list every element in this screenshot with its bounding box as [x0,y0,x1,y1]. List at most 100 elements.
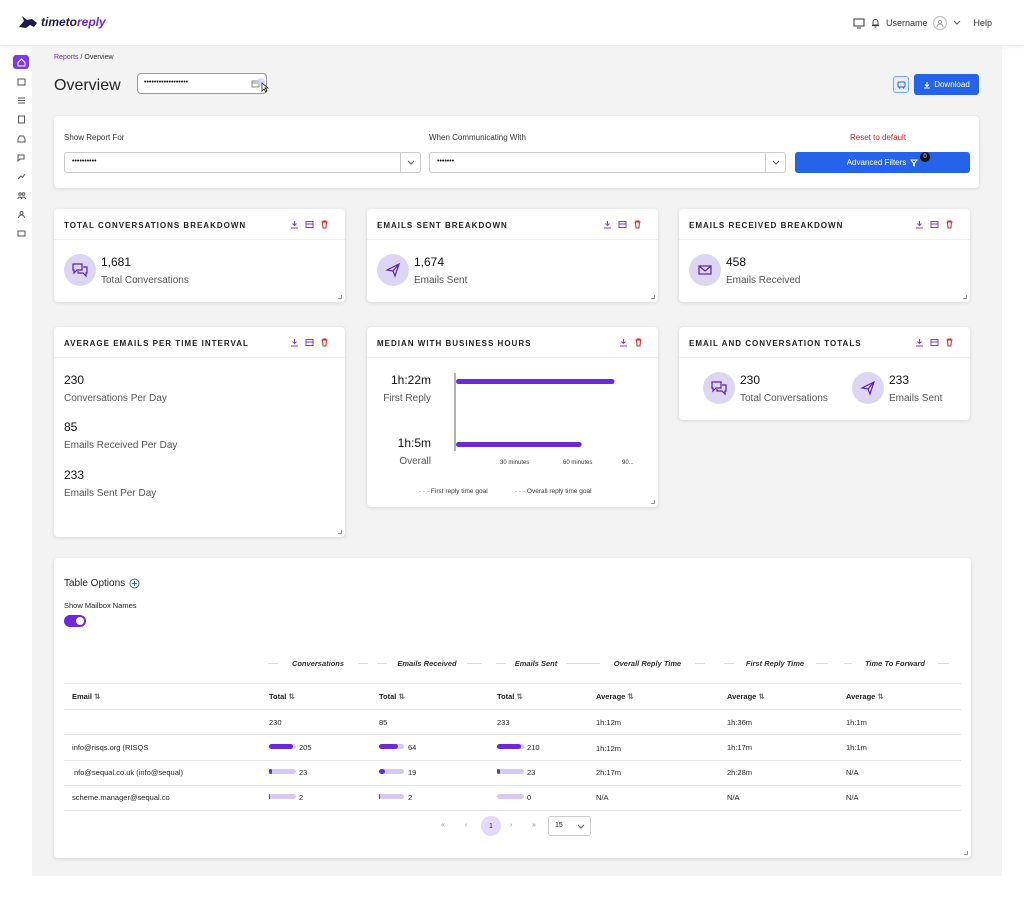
column-header-sent-total[interactable]: Total ⇅ [497,692,523,701]
emails-received-card: EMAILS RECEIVED BREAKDOWN 458 Emails Rec… [679,209,970,302]
conversation-icon-circle [703,372,735,404]
trash-icon[interactable] [633,220,642,229]
export-icon[interactable] [619,338,628,347]
sort-icon[interactable]: ⇅ [877,692,884,701]
card-toolbar [290,338,329,347]
download-button[interactable]: Download [914,74,979,95]
export-icon[interactable] [915,220,924,229]
sidebar-item-users[interactable] [13,207,29,221]
column-header-conversations-total[interactable]: Total ⇅ [269,692,295,701]
sort-icon[interactable]: ⇅ [398,692,405,701]
pager-prev[interactable]: ‹ [465,822,468,829]
pager-current-page[interactable]: 1 [481,816,501,836]
bell-icon[interactable] [871,18,880,28]
sort-icon[interactable]: ⇅ [288,692,295,701]
sidebar-item-teams[interactable] [13,188,29,202]
username[interactable]: Username [885,18,928,28]
sort-icon[interactable]: ⇅ [94,692,101,701]
export-icon[interactable] [603,220,612,229]
row-conversations: 23 [299,768,308,777]
trash-icon[interactable] [945,338,954,347]
date-range-input[interactable]: •••••••••••••••••• [137,73,267,94]
monitor-icon[interactable] [853,18,865,29]
trash-icon[interactable] [320,220,329,229]
column-header-first-average[interactable]: Average ⇅ [727,692,765,701]
row-time-to-forward: N/A [846,768,859,777]
card-title: EMAIL AND CONVERSATION TOTALS [689,339,862,348]
trash-icon[interactable] [945,220,954,229]
column-header-received-total[interactable]: Total ⇅ [379,692,405,701]
column-header-email[interactable]: Email ⇅ [72,692,101,701]
bar-overall [456,442,582,447]
resize-handle[interactable] [338,295,342,299]
progress-fill [379,794,380,799]
sort-icon[interactable]: ⇅ [758,692,765,701]
sort-icon[interactable]: ⇅ [627,692,634,701]
chevron-down-icon[interactable] [953,20,961,26]
row-divider [64,734,961,735]
trash-icon[interactable] [634,338,643,347]
show-mailbox-names-toggle[interactable] [64,615,86,627]
legend-overall-reply-goal: - - - Overall reply time goal [515,488,592,495]
help-link[interactable]: Help [973,18,992,28]
resize-handle[interactable] [964,851,968,855]
resize-handle[interactable] [338,530,342,534]
export-icon[interactable] [290,338,299,347]
sent-icon-circle [377,254,409,286]
totals-received: 85 [379,718,388,727]
progress-fill [269,769,272,774]
sidebar-item-settings[interactable] [13,226,29,240]
total-conversations-value: 1,681 [101,255,132,269]
chevron-down-icon[interactable] [577,824,585,830]
pager-last[interactable]: » [532,822,536,829]
column-header-forward-average[interactable]: Average ⇅ [846,692,884,701]
breadcrumb-reports-link[interactable]: Reports [54,54,79,61]
team-icon [17,191,26,199]
chevron-down-icon[interactable] [400,153,420,172]
resize-handle[interactable] [651,295,655,299]
group-overall-reply-time: Overall Reply Time [600,659,695,668]
trash-icon[interactable] [320,338,329,347]
sidebar-item-calendar[interactable] [13,74,29,88]
row-email: nfo@sequal.co.uk (info@sequal) [74,768,184,777]
resize-handle[interactable] [651,500,655,504]
view-toggle-button[interactable] [893,76,909,93]
row-received: 64 [408,743,417,752]
pager-next[interactable]: › [510,822,513,829]
table-view-icon[interactable] [930,220,939,229]
sidebar-item-contacts[interactable] [13,112,29,126]
table-view-icon[interactable] [618,220,627,229]
sidebar-item-home[interactable] [13,55,29,69]
pager-first[interactable]: « [441,822,445,829]
page-size-select[interactable]: 15 [548,816,591,836]
average-emails-card: AVERAGE EMAILS PER TIME INTERVAL 230 Con… [54,327,345,537]
table-view-icon[interactable] [305,338,314,347]
advanced-filters-button[interactable]: Advanced Filters 0 [795,152,970,173]
sort-icon[interactable]: ⇅ [516,692,523,701]
chat-bubbles-icon [711,381,727,396]
chevron-down-icon[interactable] [765,153,785,172]
export-icon[interactable] [290,220,299,229]
communicating-with-select[interactable]: ••••••• [429,152,786,173]
show-report-for-value: •••••••••• [72,158,97,165]
app-logo[interactable]: timetoreply [18,15,106,29]
table-view-icon[interactable] [305,220,314,229]
avatar[interactable] [933,16,948,30]
show-report-for-select[interactable]: •••••••••• [64,152,421,173]
page-size-value: 15 [555,822,563,829]
sidebar-item-trends[interactable] [13,169,29,183]
conversations-per-day-label: Conversations Per Day [64,393,167,404]
sidebar-item-chat[interactable] [13,150,29,164]
table-view-icon[interactable] [930,338,939,347]
export-icon[interactable] [915,338,924,347]
sidebar-item-list[interactable] [13,93,29,107]
card-title: TOTAL CONVERSATIONS BREAKDOWN [64,221,247,230]
table-options-label: Table Options [64,578,126,589]
user-icon [936,19,944,27]
card-divider [54,357,345,358]
plus-circle-icon[interactable] [129,578,140,589]
sidebar-item-inbox[interactable] [13,131,29,145]
column-header-overall-average[interactable]: Average ⇅ [596,692,634,701]
resize-handle[interactable] [963,295,967,299]
reset-to-default-link[interactable]: Reset to default [850,133,907,142]
